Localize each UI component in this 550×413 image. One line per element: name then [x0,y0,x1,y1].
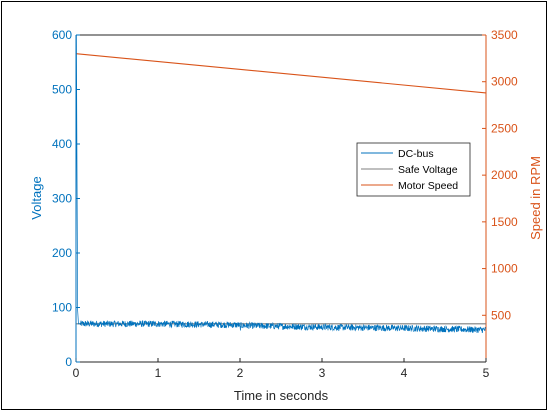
legend-box [356,142,471,197]
series-line-dc-bus [75,34,487,363]
series-line-motor-speed [75,53,487,94]
x-axis-label: Time in seconds [234,388,329,403]
plot-area [76,35,486,362]
y-right-tick-label: 1500 [491,215,518,229]
y-right-axis-label: Speed in RPM [528,156,543,240]
x-tick-label: 3 [319,366,326,380]
legend-item-safe-voltage: Safe Voltage [361,164,458,176]
legend-label-safe-voltage: Safe Voltage [398,164,458,176]
y-left-tick-label: 600 [52,28,72,42]
y-right-tick-label: 3000 [491,75,518,89]
y-left-tick-label: 0 [65,355,72,369]
series-layer [75,34,487,363]
y-left-ticks-group: 0 100 200 300 400 500 600 [52,28,80,369]
y-left-tick-label: 100 [52,301,72,315]
y-left-tick-label: 200 [52,246,72,260]
x-tick-label: 1 [155,366,162,380]
x-tick-label: 2 [237,366,244,380]
legend-label-dc-bus: DC-bus [398,148,434,160]
x-tick-label: 5 [483,366,490,380]
y-right-tick-label: 500 [491,308,511,322]
legend: DC-bus Safe Voltage Motor Speed [356,142,471,197]
y-right-tick-label: 1000 [491,262,518,276]
y-left-tick-label: 300 [52,192,72,206]
y-left-axis-label: Voltage [29,176,44,219]
legend-item-dc-bus: DC-bus [361,148,434,160]
legend-label-motor-speed: Motor Speed [398,180,458,192]
x-tick-label: 0 [73,366,80,380]
y-left-tick-label: 500 [52,83,72,97]
legend-item-motor-speed: Motor Speed [361,180,458,192]
y-right-tick-label: 3500 [491,28,518,42]
y-right-ticks-group: 500 1000 1500 2000 2500 3000 3500 [482,28,518,322]
y-right-tick-label: 2500 [491,121,518,135]
x-ticks-group: 0 1 2 3 4 5 [73,358,490,380]
x-tick-label: 4 [401,366,408,380]
axes-box [75,34,487,363]
y-right-tick-label: 2000 [491,168,518,182]
y-left-tick-label: 400 [52,137,72,151]
